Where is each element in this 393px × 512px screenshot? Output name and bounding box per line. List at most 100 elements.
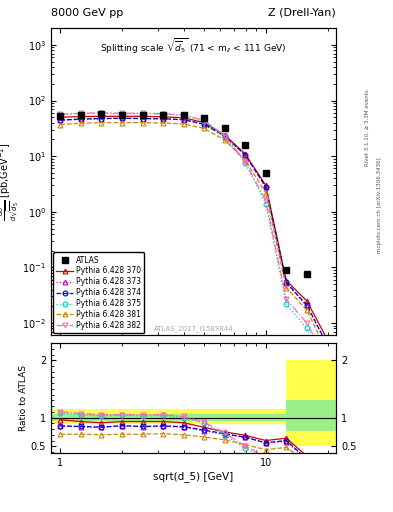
Pythia 6.428 381 bbox=[99, 120, 104, 126]
Pythia 6.428 382 bbox=[99, 110, 104, 116]
Pythia 6.428 370 bbox=[284, 278, 288, 284]
Pythia 6.428 370 bbox=[325, 337, 330, 343]
Pythia 6.428 374 bbox=[140, 115, 145, 121]
ATLAS bbox=[140, 112, 145, 118]
Line: Pythia 6.428 382: Pythia 6.428 382 bbox=[58, 111, 330, 365]
Text: Rivet 3.1.10, ≥ 3.3M events: Rivet 3.1.10, ≥ 3.3M events bbox=[365, 90, 370, 166]
Pythia 6.428 374 bbox=[222, 133, 227, 139]
Pythia 6.428 382 bbox=[140, 110, 145, 116]
ATLAS bbox=[181, 112, 186, 118]
Pythia 6.428 375 bbox=[243, 160, 248, 166]
Pythia 6.428 375 bbox=[58, 112, 63, 118]
Pythia 6.428 374 bbox=[305, 302, 309, 308]
Pythia 6.428 373 bbox=[263, 184, 268, 190]
ATLAS bbox=[120, 112, 125, 118]
ATLAS bbox=[99, 111, 104, 117]
Pythia 6.428 382 bbox=[120, 110, 125, 116]
Pythia 6.428 375 bbox=[222, 134, 227, 140]
Line: Pythia 6.428 373: Pythia 6.428 373 bbox=[58, 116, 330, 348]
X-axis label: sqrt(d_5) [GeV]: sqrt(d_5) [GeV] bbox=[153, 471, 234, 482]
Pythia 6.428 375 bbox=[181, 112, 186, 118]
Pythia 6.428 375 bbox=[325, 366, 330, 372]
Pythia 6.428 374 bbox=[161, 116, 165, 122]
Line: Pythia 6.428 370: Pythia 6.428 370 bbox=[58, 114, 330, 342]
Pythia 6.428 381 bbox=[305, 307, 309, 313]
Pythia 6.428 373 bbox=[325, 342, 330, 348]
Pythia 6.428 374 bbox=[243, 152, 248, 158]
Pythia 6.428 375 bbox=[305, 325, 309, 331]
Pythia 6.428 374 bbox=[263, 184, 268, 190]
Pythia 6.428 373 bbox=[120, 115, 125, 121]
Text: 8000 GeV pp: 8000 GeV pp bbox=[51, 8, 123, 18]
Pythia 6.428 381 bbox=[181, 121, 186, 127]
Pythia 6.428 370 bbox=[161, 114, 165, 120]
ATLAS bbox=[161, 112, 165, 118]
Pythia 6.428 375 bbox=[120, 111, 125, 117]
Pythia 6.428 375 bbox=[99, 110, 104, 116]
Pythia 6.428 373 bbox=[222, 134, 227, 140]
ATLAS bbox=[202, 115, 206, 121]
Pythia 6.428 381 bbox=[284, 285, 288, 291]
Pythia 6.428 375 bbox=[202, 118, 206, 124]
Pythia 6.428 373 bbox=[79, 116, 83, 122]
Pythia 6.428 373 bbox=[181, 117, 186, 123]
Y-axis label: $\frac{d\sigma}{d\sqrt{\overline{d_5}}}$ [pb,GeV$^{-1}$]: $\frac{d\sigma}{d\sqrt{\overline{d_5}}}$… bbox=[0, 142, 21, 221]
Pythia 6.428 374 bbox=[99, 115, 104, 121]
Pythia 6.428 374 bbox=[58, 117, 63, 123]
Pythia 6.428 382 bbox=[263, 197, 268, 203]
Pythia 6.428 375 bbox=[79, 111, 83, 117]
Pythia 6.428 374 bbox=[120, 115, 125, 121]
Pythia 6.428 370 bbox=[58, 114, 63, 120]
Pythia 6.428 373 bbox=[305, 303, 309, 309]
Pythia 6.428 373 bbox=[140, 116, 145, 122]
Pythia 6.428 374 bbox=[79, 116, 83, 122]
Pythia 6.428 382 bbox=[181, 112, 186, 118]
Pythia 6.428 370 bbox=[222, 132, 227, 138]
Pythia 6.428 370 bbox=[181, 115, 186, 121]
Y-axis label: Ratio to ATLAS: Ratio to ATLAS bbox=[19, 365, 28, 431]
ATLAS bbox=[243, 142, 248, 148]
Pythia 6.428 370 bbox=[243, 151, 248, 157]
Pythia 6.428 381 bbox=[161, 120, 165, 126]
Pythia 6.428 382 bbox=[284, 296, 288, 302]
Pythia 6.428 382 bbox=[243, 159, 248, 165]
Pythia 6.428 373 bbox=[161, 116, 165, 122]
Line: Pythia 6.428 375: Pythia 6.428 375 bbox=[58, 111, 330, 371]
Pythia 6.428 381 bbox=[120, 120, 125, 126]
Pythia 6.428 381 bbox=[222, 137, 227, 143]
Pythia 6.428 373 bbox=[58, 117, 63, 123]
Pythia 6.428 382 bbox=[222, 133, 227, 139]
Text: Splitting scale $\sqrt{\overline{d}_5}$ (71 < m$_{ll}$ < 111 GeV): Splitting scale $\sqrt{\overline{d}_5}$ … bbox=[100, 37, 287, 56]
Legend: ATLAS, Pythia 6.428 370, Pythia 6.428 373, Pythia 6.428 374, Pythia 6.428 375, P: ATLAS, Pythia 6.428 370, Pythia 6.428 37… bbox=[53, 252, 145, 333]
Line: Pythia 6.428 381: Pythia 6.428 381 bbox=[58, 120, 330, 354]
Pythia 6.428 370 bbox=[202, 120, 206, 126]
Text: mcplots.cern.ch [arXiv:1306.3436]: mcplots.cern.ch [arXiv:1306.3436] bbox=[377, 157, 382, 252]
Pythia 6.428 374 bbox=[325, 342, 330, 348]
Pythia 6.428 381 bbox=[58, 121, 63, 127]
Pythia 6.428 370 bbox=[99, 113, 104, 119]
Pythia 6.428 374 bbox=[284, 279, 288, 285]
Pythia 6.428 382 bbox=[79, 110, 83, 116]
Pythia 6.428 370 bbox=[263, 182, 268, 188]
Pythia 6.428 373 bbox=[243, 152, 248, 158]
Pythia 6.428 381 bbox=[243, 157, 248, 163]
Pythia 6.428 375 bbox=[161, 111, 165, 117]
Pythia 6.428 381 bbox=[140, 120, 145, 126]
ATLAS bbox=[284, 267, 288, 273]
Pythia 6.428 382 bbox=[325, 359, 330, 365]
Pythia 6.428 373 bbox=[99, 116, 104, 122]
Pythia 6.428 381 bbox=[79, 120, 83, 126]
Pythia 6.428 382 bbox=[202, 117, 206, 123]
Pythia 6.428 370 bbox=[140, 113, 145, 119]
ATLAS bbox=[305, 271, 309, 278]
ATLAS bbox=[58, 113, 63, 119]
Pythia 6.428 374 bbox=[202, 121, 206, 127]
Pythia 6.428 374 bbox=[181, 116, 186, 122]
Pythia 6.428 373 bbox=[202, 121, 206, 127]
Pythia 6.428 382 bbox=[58, 111, 63, 117]
Pythia 6.428 370 bbox=[305, 298, 309, 304]
Pythia 6.428 381 bbox=[263, 189, 268, 196]
Text: Z (Drell-Yan): Z (Drell-Yan) bbox=[268, 8, 336, 18]
Pythia 6.428 382 bbox=[161, 111, 165, 117]
Pythia 6.428 373 bbox=[284, 280, 288, 286]
